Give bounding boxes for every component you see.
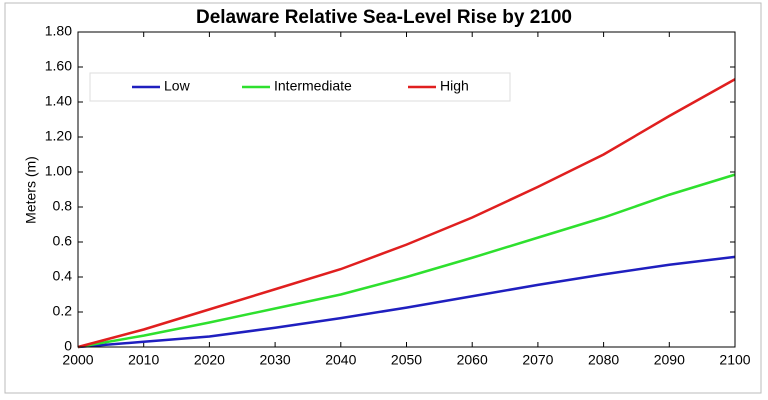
x-tick-label: 2060 (457, 352, 488, 368)
y-tick-label: 1.80 (45, 23, 72, 39)
legend-label: Intermediate (274, 78, 352, 94)
x-tick-label: 2050 (391, 352, 422, 368)
y-tick-label: 1.60 (45, 58, 72, 74)
chart-title: Delaware Relative Sea-Level Rise by 2100 (196, 7, 572, 28)
x-tick-label: 2010 (128, 352, 159, 368)
y-tick-label: 0.8 (53, 198, 73, 214)
y-axis-label: Meters (m) (23, 156, 39, 224)
y-tick-label: 1.40 (45, 93, 72, 109)
y-tick-label: 0 (64, 338, 72, 354)
series-line (77, 255, 736, 349)
x-tick-label: 2000 (62, 352, 93, 368)
y-tick-label: 0.6 (53, 233, 73, 249)
x-tick-label: 2090 (654, 352, 685, 368)
series-line (77, 173, 736, 349)
x-tick-label: 2040 (325, 352, 356, 368)
plot-frame (77, 31, 736, 348)
x-tick-label: 2020 (194, 352, 225, 368)
y-tick-label: 0.4 (53, 268, 73, 284)
y-tick-label: 1.20 (45, 128, 72, 144)
x-tick-label: 2030 (260, 352, 291, 368)
legend-label: Low (164, 78, 191, 94)
y-tick-label: 0.2 (53, 303, 73, 319)
x-tick-label: 2070 (522, 352, 553, 368)
chart-border (4, 2, 762, 394)
y-tick-label: 1.00 (45, 163, 72, 179)
x-tick-label: 2100 (719, 352, 750, 368)
legend-label: High (440, 78, 469, 94)
series-line (77, 78, 736, 349)
x-tick-label: 2080 (588, 352, 619, 368)
